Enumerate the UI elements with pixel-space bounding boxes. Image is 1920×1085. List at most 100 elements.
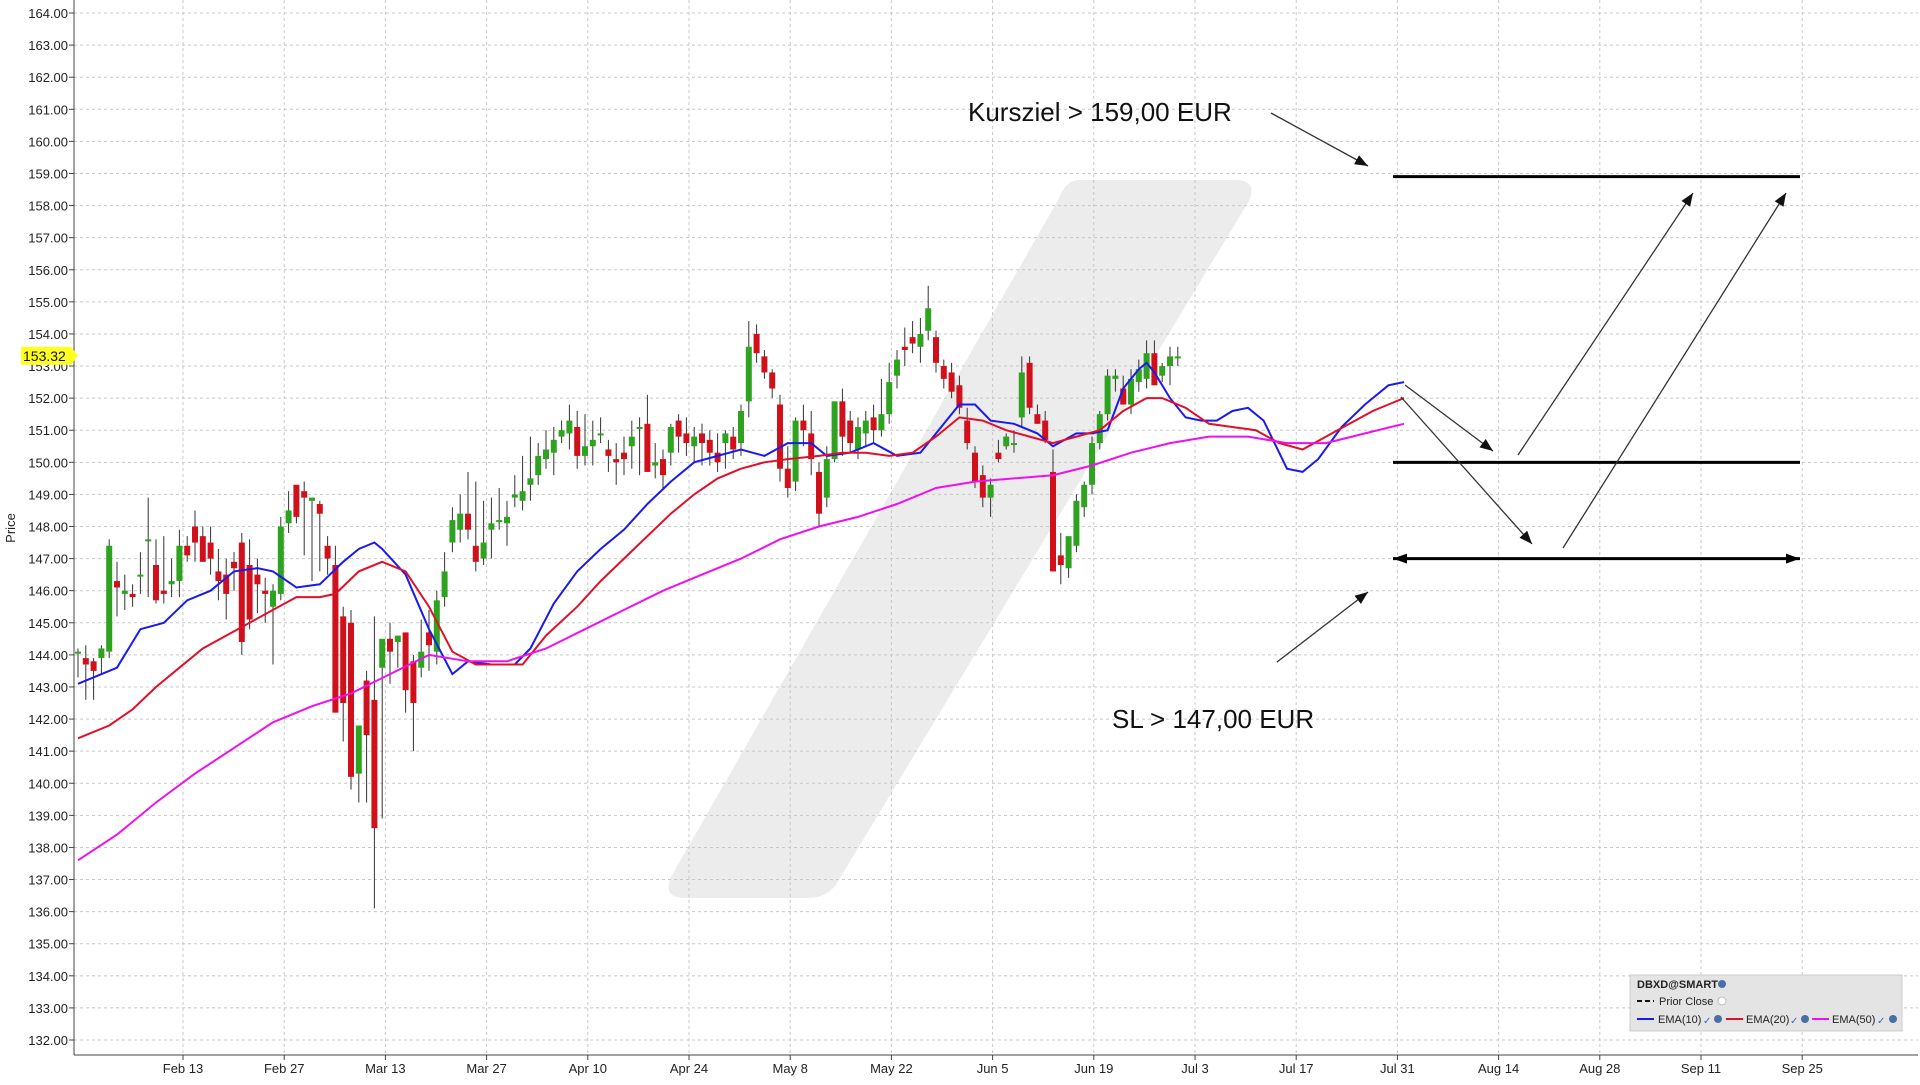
legend-prior-close: Prior Close: [1659, 996, 1713, 1008]
candle-down: [979, 475, 986, 498]
candle-up: [1011, 443, 1017, 446]
candle-down: [348, 622, 354, 777]
legend: DBXD@SMART Prior Close EMA(10) ✓ EMA(20)…: [1629, 974, 1903, 1032]
candle-down: [472, 545, 479, 562]
annotation-arrow-shaft: [1400, 396, 1533, 545]
candle-down: [847, 420, 854, 444]
candle-down: [870, 417, 877, 431]
candle-up: [878, 414, 885, 431]
candle-down: [246, 565, 253, 620]
candles: [75, 285, 1181, 909]
y-tick-label: 162.00: [28, 70, 68, 85]
x-tick-label: Jun 5: [977, 1061, 1009, 1076]
candle-down: [948, 372, 955, 392]
candle-down: [402, 632, 409, 691]
y-tick-label: 157.00: [28, 231, 68, 246]
y-tick-label: 147.00: [28, 552, 68, 567]
candle-up: [511, 494, 518, 498]
x-tick-label: Aug 14: [1478, 1061, 1519, 1076]
candle-up: [270, 590, 276, 607]
candle-up: [589, 439, 596, 447]
x-tick-label: May 22: [870, 1061, 913, 1076]
candle-down: [129, 593, 136, 598]
candle-down: [769, 372, 776, 389]
ema-lines: [77, 361, 1405, 862]
legend-ema20-check-icon[interactable]: ✓: [1790, 1016, 1798, 1027]
candle-down: [153, 565, 159, 601]
candle-down: [800, 420, 807, 431]
candle-up: [145, 539, 152, 542]
x-tick-label: Jul 3: [1181, 1061, 1208, 1076]
candle-up: [527, 478, 534, 485]
x-tick-label: Apr 24: [670, 1061, 708, 1076]
candle-down: [995, 452, 1002, 460]
candle-down: [184, 545, 191, 556]
y-tick-label: 163.00: [28, 38, 68, 53]
candle-up: [137, 574, 144, 577]
candle-down: [605, 449, 612, 456]
candle-up: [433, 600, 440, 652]
candle-up: [519, 491, 526, 501]
candle-down: [90, 661, 97, 671]
candle-up: [566, 420, 573, 434]
candle-down: [114, 581, 120, 588]
y-tick-label: 155.00: [28, 295, 68, 310]
candle-down: [909, 337, 916, 344]
candle-down: [82, 658, 89, 665]
candle-up: [1143, 353, 1150, 379]
y-tick-labels: 164.00 163.00 162.00 161.00 160.00 159.00 158.…: [28, 6, 68, 1048]
x-tick-label: Jul 17: [1279, 1061, 1314, 1076]
x-tick-label: Sep 25: [1782, 1061, 1823, 1076]
legend-symbol-icon[interactable]: [1718, 980, 1726, 988]
candle-up: [457, 513, 464, 530]
legend-ema20: EMA(20): [1746, 1014, 1789, 1026]
price-levels: [1393, 175, 1800, 564]
candle-down: [753, 333, 760, 354]
candle-down: [730, 436, 737, 450]
candle-down: [215, 571, 222, 582]
candle-down: [706, 439, 713, 453]
legend-ema10-settings-icon[interactable]: [1714, 1015, 1722, 1023]
ema-line-ema20: [77, 397, 1405, 740]
candle-down: [426, 632, 432, 646]
candle-up: [1128, 378, 1134, 405]
candle-down: [964, 420, 971, 444]
ema-line-ema10: [77, 361, 1405, 685]
candle-down: [262, 590, 269, 594]
axes: [73, 0, 1918, 1056]
candle-down: [777, 404, 783, 469]
legend-prior-close-toggle[interactable]: [1717, 996, 1727, 1006]
candle-down: [933, 337, 939, 363]
candle-up: [1112, 375, 1119, 379]
legend-ema20-settings-icon[interactable]: [1801, 1015, 1809, 1023]
y-tick-label: 141.00: [28, 744, 68, 759]
candle-down: [254, 574, 261, 585]
candle-down: [324, 545, 331, 559]
y-tick-label: 158.00: [28, 199, 68, 214]
candle-down: [465, 513, 471, 530]
candle-down: [340, 616, 347, 704]
candle-down: [1034, 414, 1041, 424]
candle-up: [823, 459, 830, 498]
legend-symbol: DBXD@SMART: [1637, 979, 1718, 991]
candle-up: [285, 510, 292, 524]
x-tick-label: Mar 27: [466, 1061, 506, 1076]
candle-up: [309, 497, 315, 501]
candle-up: [543, 449, 549, 460]
candle-up: [394, 635, 401, 643]
legend-ema50: EMA(50): [1832, 1014, 1875, 1026]
candle-up: [628, 436, 635, 447]
y-tick-label: 159.00: [28, 166, 68, 181]
x-tick-label: Feb 13: [163, 1061, 203, 1076]
y-tick-label: 150.00: [28, 455, 68, 470]
legend-ema50-check-icon[interactable]: ✓: [1877, 1016, 1885, 1027]
candle-up: [480, 542, 487, 559]
y-tick-label: 146.00: [28, 584, 68, 599]
candle-up: [1073, 500, 1080, 546]
candle-up: [1167, 356, 1173, 367]
legend-ema50-settings-icon[interactable]: [1889, 1015, 1897, 1023]
legend-ema10-check-icon[interactable]: ✓: [1703, 1016, 1711, 1027]
candle-down: [956, 385, 963, 408]
y-tick-label: 137.00: [28, 873, 68, 888]
